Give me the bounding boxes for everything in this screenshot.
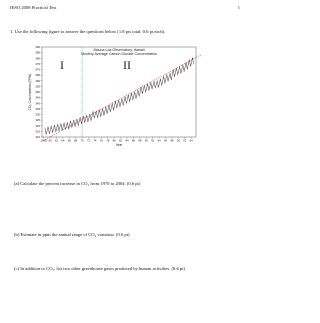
- y-tick-label: 385: [35, 51, 40, 55]
- y-tick-label: 330: [35, 113, 40, 117]
- x-tick-label: 98: [170, 139, 174, 143]
- y-axis-label: CO₂ Concentration (PPM): [28, 74, 32, 111]
- y-tick-label: 315: [35, 129, 40, 133]
- x-tick-label: 70: [81, 139, 85, 143]
- x-tick-label: 64: [61, 139, 65, 143]
- x-tick-label: 82: [119, 139, 123, 143]
- x-tick-label: 94: [158, 139, 162, 143]
- x-tick-label: 86: [132, 139, 136, 143]
- y-tick-label: 325: [35, 118, 40, 122]
- page-number: 1: [238, 5, 241, 10]
- data-line: [44, 57, 194, 135]
- x-tick-label: 62: [55, 139, 59, 143]
- y-tick-label: 360: [35, 79, 40, 83]
- page: {"header": {"title": "IESO 2008 Practica…: [10, 5, 241, 272]
- region-label: I: [60, 58, 64, 72]
- x-tick-label: 04: [190, 139, 194, 143]
- x-tick-label: 88: [138, 139, 142, 143]
- y-tick-label: 380: [35, 56, 40, 60]
- y-tick-label: 350: [35, 90, 40, 94]
- x-axis-label: Year: [116, 143, 124, 147]
- y-tick-label: 345: [35, 96, 40, 100]
- plot-area: [41, 46, 197, 138]
- x-tick-label: 90: [145, 139, 149, 143]
- x-tick-label: 76: [100, 139, 104, 143]
- question-c: (c) In addition to CO₂, list two other g…: [14, 266, 185, 272]
- x-tick-label: 92: [151, 139, 155, 143]
- x-tick-label: 72: [87, 139, 91, 143]
- x-tick-label: 74: [93, 139, 97, 143]
- x-tick-label: 60: [48, 139, 52, 143]
- x-tick-label: 80: [113, 139, 117, 143]
- y-tick-label: 335: [35, 107, 40, 111]
- x-tick-label: 84: [125, 139, 129, 143]
- x-tick-label: 78: [106, 139, 110, 143]
- region-label: II: [123, 58, 131, 72]
- chart-subtitle: Monthly Average Carbon Dioxide Concentra…: [81, 52, 157, 56]
- y-tick-label: 365: [35, 73, 40, 77]
- question-b: (b) Estimate in ppm the annual range of …: [14, 232, 130, 237]
- x-tick-label: 02: [183, 139, 187, 143]
- document-page: IESO 2008 Practical Test 1 1. Use the fo…: [10, 5, 241, 272]
- x-tick-label: 96: [164, 139, 168, 143]
- question-a: (a) Calculate the percent increase in CO…: [14, 181, 141, 186]
- chart-title: Mauna Loa Observatory, Hawaii: [93, 48, 144, 52]
- y-tick-label: 320: [35, 124, 40, 128]
- x-tick-label: 68: [74, 139, 78, 143]
- header-title: IESO 2008 Practical Test: [10, 5, 57, 10]
- y-tick-label: 355: [35, 84, 40, 88]
- question-text: 1. Use the following figure to answer th…: [10, 29, 165, 35]
- y-tick-label: 370: [35, 68, 40, 72]
- y-tick-label: 375: [35, 62, 40, 66]
- x-tick-label: 00: [177, 139, 181, 143]
- x-tick-label: 66: [68, 139, 72, 143]
- y-tick-label: 310: [35, 135, 40, 139]
- y-tick-label: 340: [35, 101, 40, 105]
- y-tick-label: 390: [35, 45, 40, 49]
